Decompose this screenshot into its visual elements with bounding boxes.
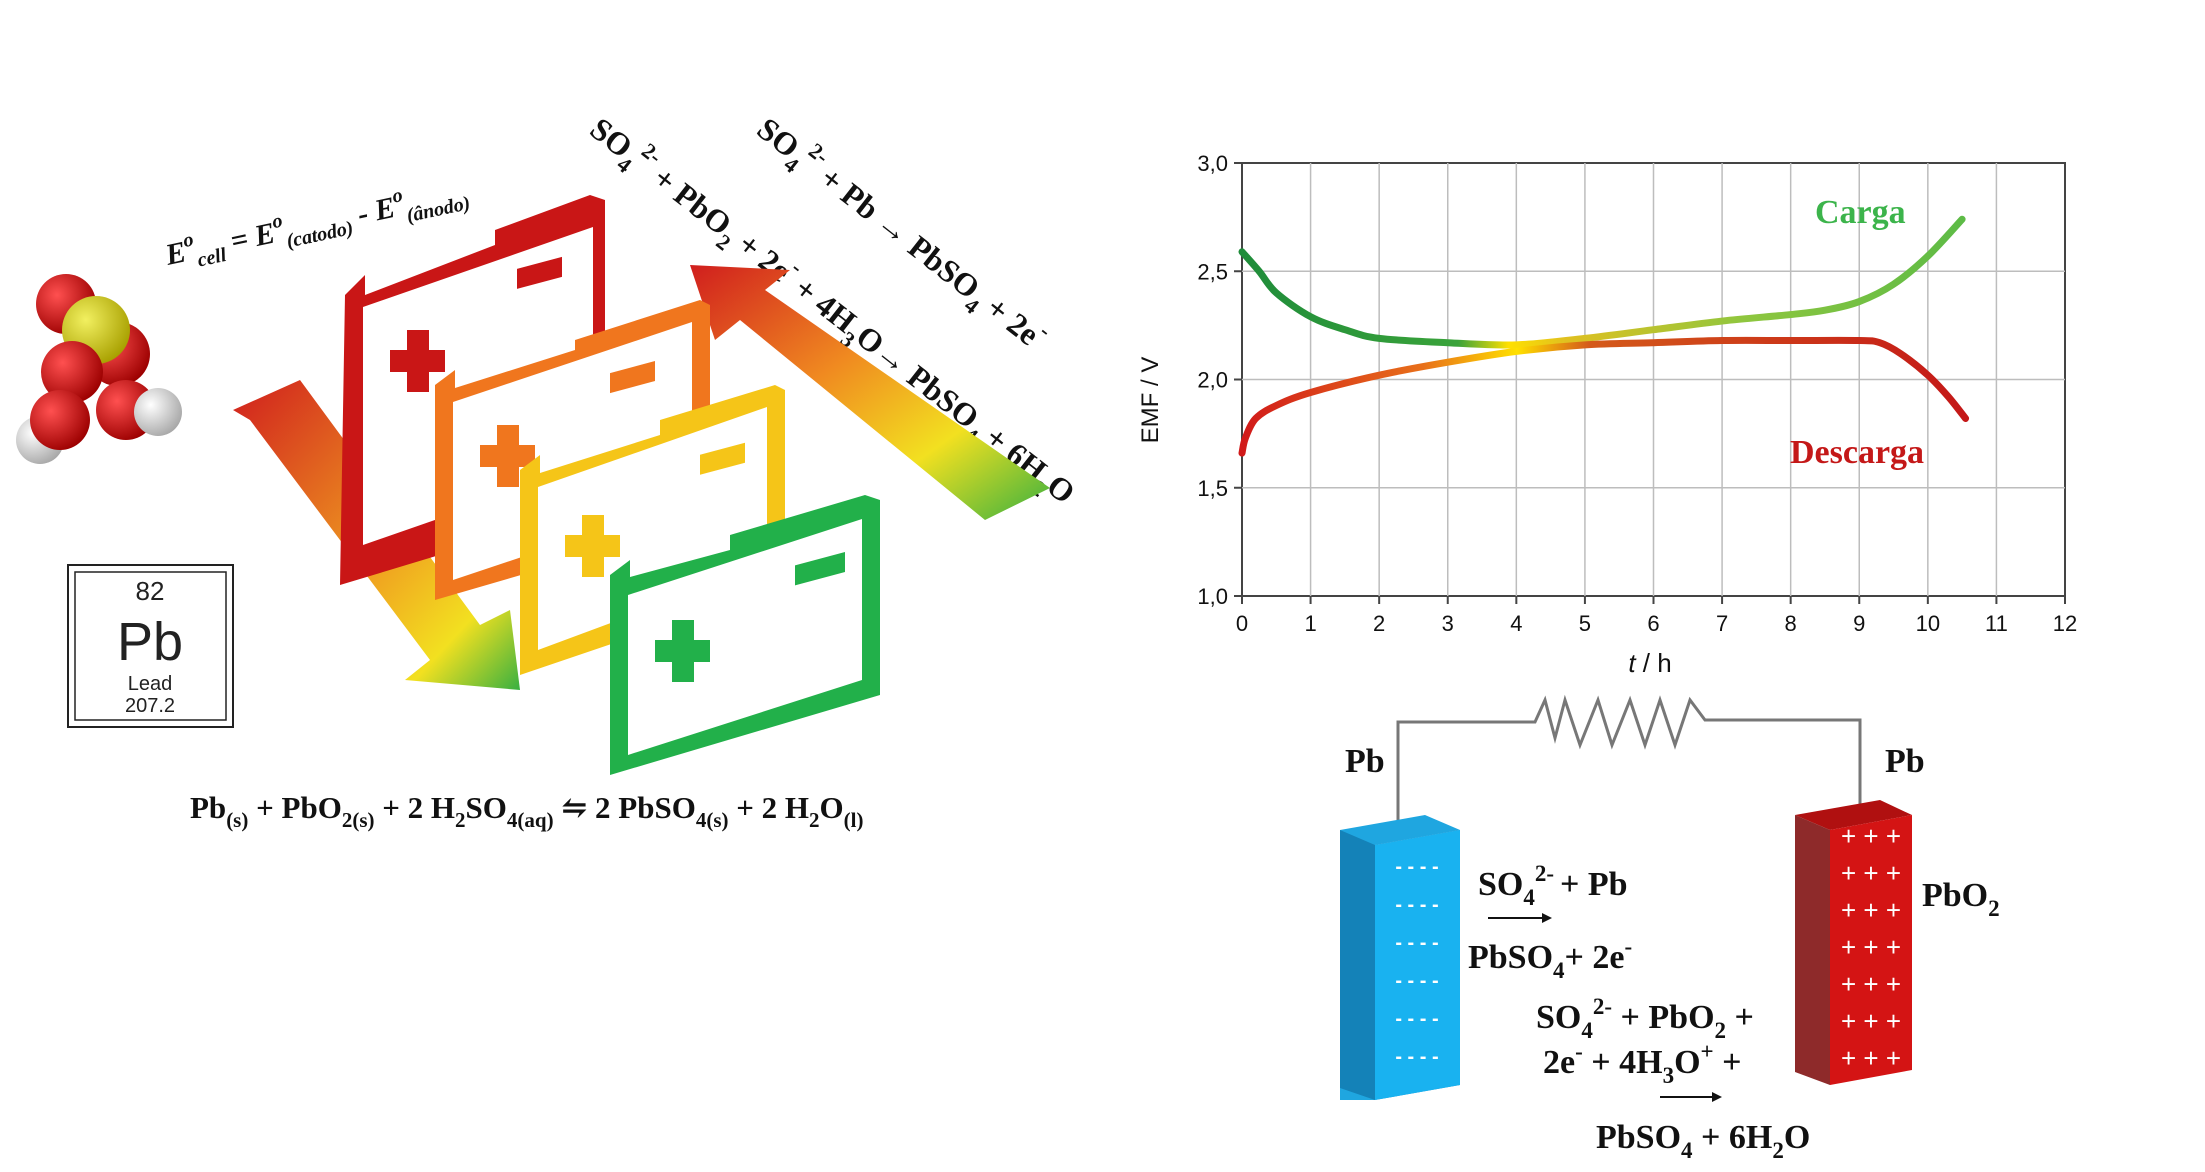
chart-x-axis-label: t / h xyxy=(1628,648,1671,678)
anode-charge-row: - - - - xyxy=(1395,932,1438,954)
cathode-pbo2-electrode xyxy=(1795,800,1912,1085)
x-tick-label: 1 xyxy=(1304,611,1316,636)
cathode-label: Pb xyxy=(1885,743,1925,780)
series-label-carga: Carga xyxy=(1815,194,1906,231)
cathode-reaction-line2: 2e- + 4H3O+ + xyxy=(1543,1039,1742,1088)
pbo2-label: PbO2 xyxy=(1922,877,2000,921)
anode-negative-charges: - - - - - - - - - - - - - - - - - - - - - - -… xyxy=(1395,856,1438,1068)
y-tick-label: 1,5 xyxy=(1197,476,1228,501)
anode-charge-row: - - - - xyxy=(1395,970,1438,992)
emf-chart: 0 1 2 3 4 5 6 7 8 9 10 11 12 1,01,52,02,53,0 t / h E… xyxy=(1137,151,2077,678)
cathode-reaction-line1: SO42- + PbO2 + xyxy=(1536,994,1754,1043)
y-tick-label: 1,0 xyxy=(1197,584,1228,609)
series-line-carga xyxy=(1238,215,1966,349)
overall-equation: Pb(s) + PbO2(s) + 2 H2SO4(aq) ⇋ 2 PbSO4(… xyxy=(190,790,863,832)
cell-diagram: - - - - - - - - - - - - - - - - - - - - - - -… xyxy=(1340,694,2000,1163)
y-tick-label: 2,5 xyxy=(1197,259,1228,284)
chart-y-axis-label: EMF / V xyxy=(1137,357,1164,444)
x-tick-label: 2 xyxy=(1373,611,1385,636)
cathode-positive-charges: + + + + + + + + + + + + + + + + + + + + + xyxy=(1841,821,1901,1073)
element-name: Lead xyxy=(128,673,173,695)
chart-grid xyxy=(1242,163,2065,596)
anode-reaction-reactants: SO42- + Pb xyxy=(1478,861,1628,910)
anode-charge-row: - - - - xyxy=(1395,1008,1438,1030)
cathode-charge-row: + + + xyxy=(1841,821,1901,851)
anode-charge-row: - - - - xyxy=(1395,894,1438,916)
atomic-mass: 207.2 xyxy=(125,695,175,717)
external-wire xyxy=(1396,694,1862,828)
sulfuric-acid-molecule-icon xyxy=(16,274,182,464)
anode-charge-row: - - - - xyxy=(1395,856,1438,878)
series-line-descarga xyxy=(1238,336,1970,457)
element-symbol: Pb xyxy=(117,612,183,672)
lead-element-card: 82 Pb Lead 207.2 xyxy=(67,564,234,728)
cathode-arrow-head xyxy=(1712,1092,1722,1102)
chart-series xyxy=(1238,215,1970,457)
x-tick-label: 4 xyxy=(1510,611,1522,636)
anode-charge-row: - - - - xyxy=(1395,1046,1438,1068)
cathode-charge-row: + + + xyxy=(1841,858,1901,888)
cathode-charge-row: + + + xyxy=(1841,932,1901,962)
x-tick-label: 7 xyxy=(1716,611,1728,636)
x-tick-label: 10 xyxy=(1916,611,1940,636)
anode-label: Pb xyxy=(1345,743,1385,780)
chart-y-ticks: 1,0 1,5 2,0 2,5 3,0 xyxy=(1197,151,1242,609)
x-tick-label: 3 xyxy=(1442,611,1454,636)
x-tick-label: 11 xyxy=(1985,611,2008,636)
anode-reaction-products: PbSO4+ 2e- xyxy=(1468,934,1632,983)
atomic-number: 82 xyxy=(136,576,165,606)
x-tick-label: 6 xyxy=(1647,611,1659,636)
series-label-descarga: Descarga xyxy=(1790,434,1924,471)
x-tick-label: 8 xyxy=(1785,611,1797,636)
anode-pb-electrode xyxy=(1340,815,1460,1100)
charge-arrow-icon xyxy=(690,265,1050,520)
x-tick-label: 12 xyxy=(2053,611,2077,636)
cathode-charge-row: + + + xyxy=(1841,969,1901,999)
y-tick-label: 2,0 xyxy=(1197,368,1228,393)
y-tick-label: 3,0 xyxy=(1197,151,1228,176)
x-tick-label: 5 xyxy=(1579,611,1591,636)
cathode-charge-row: + + + xyxy=(1841,1006,1901,1036)
cathode-reaction-products: PbSO4 + 6H2O xyxy=(1596,1119,1810,1163)
x-tick-label: 0 xyxy=(1236,611,1248,636)
battery-icon-green xyxy=(610,495,880,775)
anode-arrow-head xyxy=(1542,913,1552,923)
cathode-charge-row: + + + xyxy=(1841,1043,1901,1073)
chart-x-ticks: 0 1 2 3 4 5 6 7 8 9 10 11 12 xyxy=(1236,596,2077,636)
cathode-charge-row: + + + xyxy=(1841,895,1901,925)
ecell-formula: Eocell = Eo(catodo) - Eo(ânodo) xyxy=(161,171,473,278)
x-tick-label: 9 xyxy=(1853,611,1865,636)
